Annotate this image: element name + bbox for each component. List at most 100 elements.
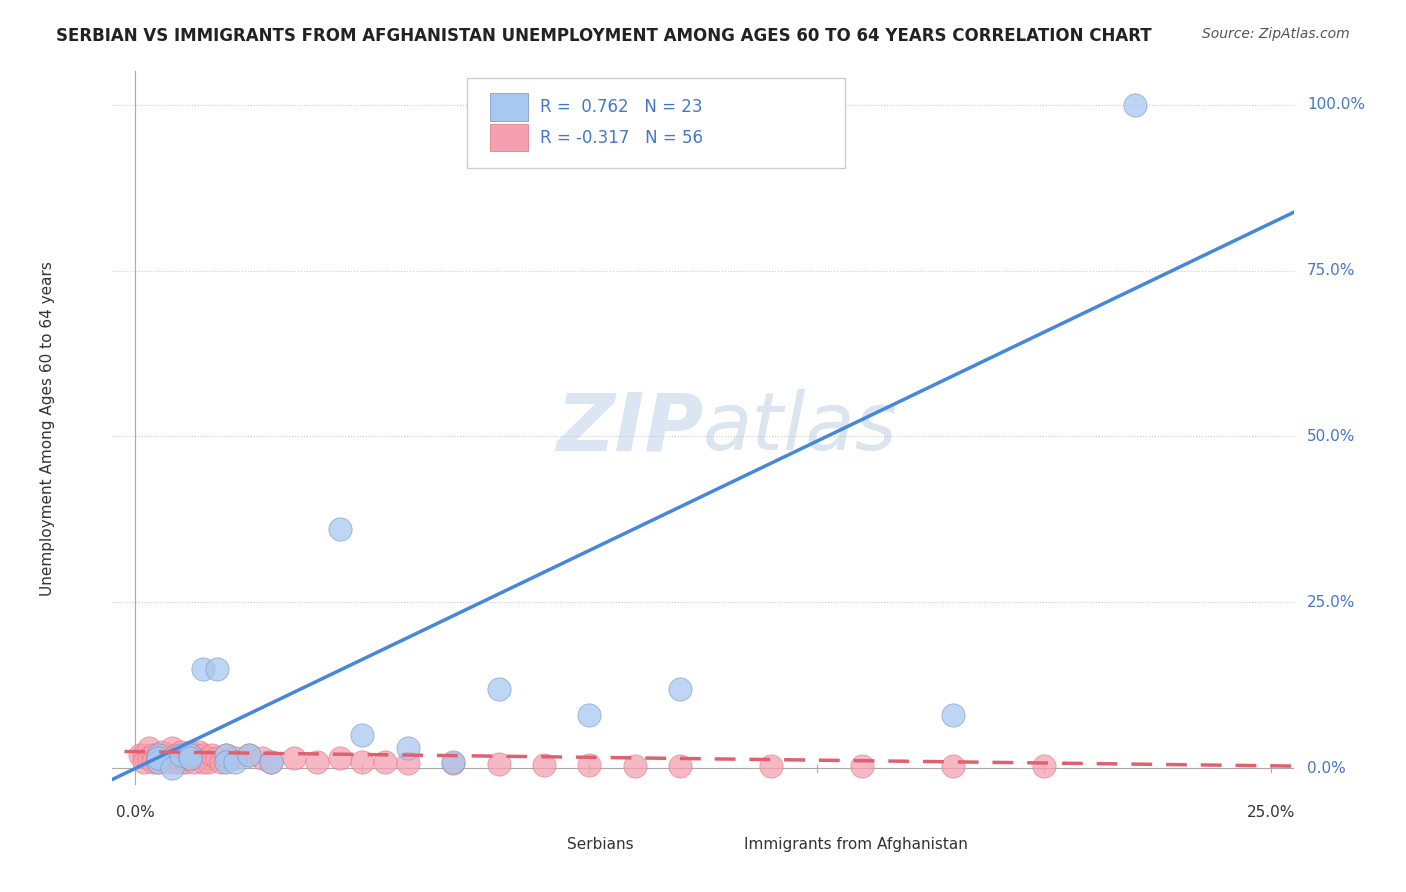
FancyBboxPatch shape [707, 836, 737, 855]
Text: SERBIAN VS IMMIGRANTS FROM AFGHANISTAN UNEMPLOYMENT AMONG AGES 60 TO 64 YEARS CO: SERBIAN VS IMMIGRANTS FROM AFGHANISTAN U… [56, 27, 1152, 45]
Point [252, 751, 274, 765]
Point [533, 758, 555, 772]
Point [396, 741, 419, 756]
Point [197, 751, 219, 765]
Point [146, 755, 169, 769]
Point [215, 748, 238, 763]
Point [260, 755, 283, 769]
Point [187, 745, 209, 759]
Point [156, 755, 179, 769]
Point [224, 755, 246, 769]
Text: R =  0.762   N = 23: R = 0.762 N = 23 [540, 98, 703, 116]
FancyBboxPatch shape [491, 94, 529, 120]
Text: Source: ZipAtlas.com: Source: ZipAtlas.com [1202, 27, 1350, 41]
Point [142, 755, 165, 769]
Point [942, 708, 965, 723]
Point [165, 755, 187, 769]
Point [669, 758, 692, 772]
Point [205, 662, 228, 676]
Point [942, 759, 965, 773]
Text: 25.0%: 25.0% [1308, 595, 1355, 610]
Point [669, 681, 692, 696]
Point [205, 751, 228, 765]
Text: 25.0%: 25.0% [1247, 805, 1295, 820]
Text: 0.0%: 0.0% [115, 805, 155, 820]
Point [193, 748, 215, 763]
Point [169, 748, 191, 763]
Text: R = -0.317   N = 56: R = -0.317 N = 56 [540, 128, 703, 146]
Point [179, 751, 201, 765]
Point [146, 751, 169, 765]
Point [201, 748, 224, 763]
Point [160, 751, 183, 765]
Text: ZIP: ZIP [555, 389, 703, 467]
Point [146, 748, 169, 763]
FancyBboxPatch shape [467, 78, 845, 168]
Point [179, 751, 201, 765]
Point [578, 708, 600, 723]
Point [352, 728, 374, 742]
Point [329, 522, 352, 536]
Point [134, 755, 156, 769]
Point [224, 751, 246, 765]
Point [146, 748, 169, 763]
Point [374, 755, 396, 769]
Point [488, 681, 510, 696]
Text: Serbians: Serbians [567, 837, 634, 852]
Text: 100.0%: 100.0% [1308, 97, 1365, 112]
Point [193, 662, 215, 676]
Point [441, 756, 464, 770]
Point [179, 748, 201, 763]
Point [305, 755, 328, 769]
Point [197, 755, 219, 769]
Point [138, 741, 160, 756]
Point [238, 748, 260, 763]
Point [146, 751, 169, 765]
Point [146, 755, 169, 769]
Point [238, 748, 260, 763]
Point [169, 755, 191, 769]
Point [441, 755, 464, 769]
Point [174, 748, 197, 763]
Point [759, 759, 782, 773]
Point [174, 755, 197, 769]
Point [128, 748, 150, 763]
Point [352, 755, 374, 769]
Text: Unemployment Among Ages 60 to 64 years: Unemployment Among Ages 60 to 64 years [39, 260, 55, 596]
Point [624, 758, 647, 772]
Point [152, 751, 174, 765]
FancyBboxPatch shape [530, 836, 560, 855]
Point [211, 755, 233, 769]
Point [160, 761, 183, 775]
Point [169, 745, 191, 759]
Point [165, 748, 187, 763]
Point [156, 748, 179, 763]
Point [169, 751, 191, 765]
Point [1123, 97, 1146, 112]
Text: atlas: atlas [703, 389, 898, 467]
Point [160, 741, 183, 756]
Point [260, 755, 283, 769]
Point [179, 745, 201, 759]
Text: 0.0%: 0.0% [1308, 761, 1346, 776]
Point [142, 748, 165, 763]
Point [329, 751, 352, 765]
Text: Immigrants from Afghanistan: Immigrants from Afghanistan [744, 837, 969, 852]
Point [138, 751, 160, 765]
Point [396, 756, 419, 770]
Point [183, 748, 205, 763]
Point [851, 759, 873, 773]
Point [578, 758, 600, 772]
Point [1032, 759, 1054, 773]
FancyBboxPatch shape [491, 124, 529, 152]
Point [183, 755, 205, 769]
Point [283, 751, 305, 765]
Point [134, 748, 156, 763]
Text: 50.0%: 50.0% [1308, 429, 1355, 444]
Text: 75.0%: 75.0% [1308, 263, 1355, 278]
Point [193, 755, 215, 769]
Point [152, 745, 174, 759]
Point [215, 748, 238, 763]
Point [215, 755, 238, 769]
Point [488, 757, 510, 772]
